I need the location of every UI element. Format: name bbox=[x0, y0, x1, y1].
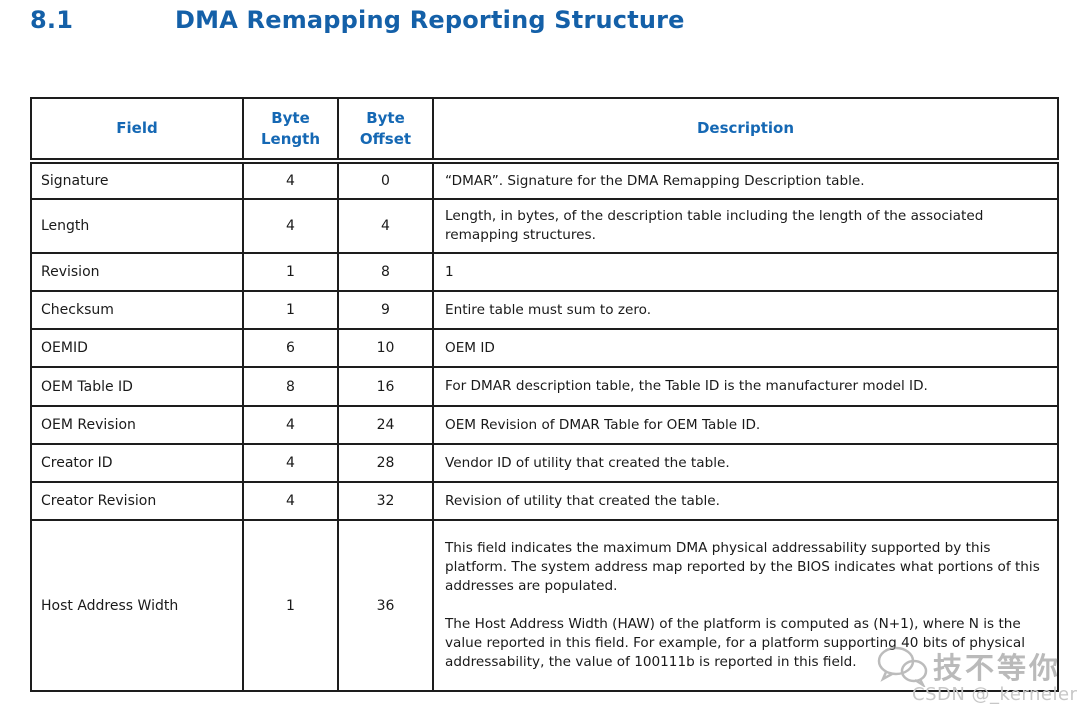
table-row: OEM Table ID 8 16 For DMAR description tabl… bbox=[30, 366, 1059, 407]
byte-length-cell: 8 bbox=[242, 366, 339, 407]
byte-length-cell: 4 bbox=[242, 443, 339, 483]
description-cell: Entire table must sum to zero. bbox=[432, 290, 1059, 330]
description-paragraph: Vendor ID of utility that created the ta… bbox=[445, 454, 730, 471]
description-paragraph: Entire table must sum to zero. bbox=[445, 301, 652, 318]
description-cell: 1 bbox=[432, 252, 1059, 292]
byte-length-cell: 6 bbox=[242, 328, 339, 368]
byte-offset-cell: 16 bbox=[337, 366, 434, 407]
description-paragraph: Length, in bytes, of the description tab… bbox=[445, 208, 984, 243]
description-cell: For DMAR description table, the Table ID… bbox=[432, 366, 1059, 407]
field-cell: Revision bbox=[30, 252, 244, 292]
byte-offset-cell: 9 bbox=[337, 290, 434, 330]
byte-offset-cell: 32 bbox=[337, 481, 434, 521]
table-row: Checksum 1 9 Entire table must sum to zero. bbox=[30, 290, 1059, 330]
field-cell: OEM Revision bbox=[30, 405, 244, 445]
table-header-row: Field Byte Length Byte Offset Description bbox=[30, 97, 1059, 164]
column-header: Byte Offset bbox=[337, 97, 434, 164]
byte-offset-cell: 36 bbox=[337, 519, 434, 692]
byte-offset-cell: 4 bbox=[337, 198, 434, 254]
byte-offset-cell: 28 bbox=[337, 443, 434, 483]
section-number: 8.1 bbox=[30, 6, 74, 34]
description-paragraph: OEM ID bbox=[445, 339, 495, 356]
dmar-structure-table: Field Byte Length Byte Offset Description S… bbox=[30, 97, 1059, 692]
byte-length-cell: 4 bbox=[242, 160, 339, 200]
field-cell: Host Address Width bbox=[30, 519, 244, 692]
byte-length-cell: 4 bbox=[242, 198, 339, 254]
table-row: Creator Revision 4 32 Revision of utility t… bbox=[30, 481, 1059, 521]
table-row: Host Address Width 1 36 This field indicate… bbox=[30, 519, 1059, 692]
field-cell: Length bbox=[30, 198, 244, 254]
description-cell: Length, in bytes, of the description tab… bbox=[432, 198, 1059, 254]
description-cell: Vendor ID of utility that created the ta… bbox=[432, 443, 1059, 483]
byte-length-cell: 1 bbox=[242, 252, 339, 292]
byte-length-cell: 1 bbox=[242, 519, 339, 692]
byte-offset-cell: 24 bbox=[337, 405, 434, 445]
byte-offset-cell: 0 bbox=[337, 160, 434, 200]
byte-offset-cell: 8 bbox=[337, 252, 434, 292]
column-header: Description bbox=[432, 97, 1059, 164]
column-header: Field bbox=[30, 97, 244, 164]
field-cell: Checksum bbox=[30, 290, 244, 330]
column-header: Byte Length bbox=[242, 97, 339, 164]
description-paragraph: 1 bbox=[445, 263, 454, 280]
section-heading: 8.1 DMA Remapping Reporting Structure bbox=[30, 6, 685, 34]
description-paragraph: For DMAR description table, the Table ID… bbox=[445, 378, 928, 394]
field-cell: Creator ID bbox=[30, 443, 244, 483]
description-cell: “DMAR”. Signature for the DMA Remapping … bbox=[432, 160, 1059, 200]
section-title: DMA Remapping Reporting Structure bbox=[175, 6, 685, 34]
byte-length-cell: 4 bbox=[242, 405, 339, 445]
description-cell: OEM Revision of DMAR Table for OEM Table… bbox=[432, 405, 1059, 445]
field-cell: Signature bbox=[30, 160, 244, 200]
description-paragraph: Revision of utility that created the tab… bbox=[445, 492, 720, 509]
table-row: Revision 1 8 1 bbox=[30, 252, 1059, 292]
table-row: OEMID 6 10 OEM ID bbox=[30, 328, 1059, 368]
table-row: Length 4 4 Length, in bytes, of the descrip… bbox=[30, 198, 1059, 254]
byte-offset-cell: 10 bbox=[337, 328, 434, 368]
description-cell: OEM ID bbox=[432, 328, 1059, 368]
description-paragraph: This field indicates the maximum DMA phy… bbox=[445, 540, 1040, 594]
field-cell: OEMID bbox=[30, 328, 244, 368]
description-paragraph: The Host Address Width (HAW) of the plat… bbox=[445, 616, 1025, 670]
field-cell: Creator Revision bbox=[30, 481, 244, 521]
table-row: OEM Revision 4 24 OEM Revision of DMAR Tabl… bbox=[30, 405, 1059, 445]
description-cell: This field indicates the maximum DMA phy… bbox=[432, 519, 1059, 692]
table-row: Signature 4 0 “DMAR”. Signature for the DMA… bbox=[30, 160, 1059, 200]
description-cell: Revision of utility that created the tab… bbox=[432, 481, 1059, 521]
byte-length-cell: 4 bbox=[242, 481, 339, 521]
byte-length-cell: 1 bbox=[242, 290, 339, 330]
field-cell: OEM Table ID bbox=[30, 366, 244, 407]
table-row: Creator ID 4 28 Vendor ID of utility that c… bbox=[30, 443, 1059, 483]
description-paragraph: OEM Revision of DMAR Table for OEM Table… bbox=[445, 416, 761, 433]
description-paragraph: “DMAR”. Signature for the DMA Remapping … bbox=[445, 172, 865, 189]
